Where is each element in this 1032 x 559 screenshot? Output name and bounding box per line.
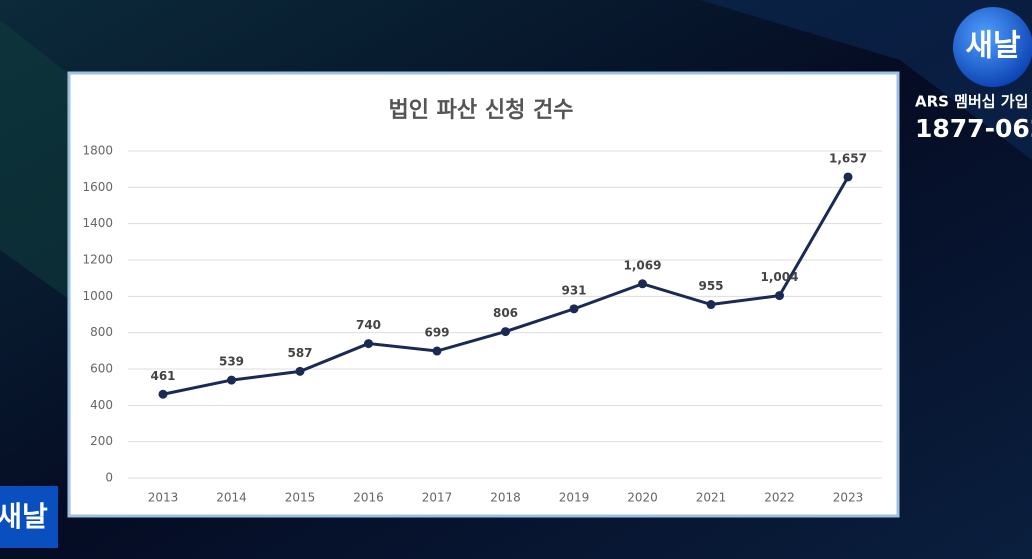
ars-text: ARS 멤버십 가입 [915,93,1028,111]
data-label: 587 [287,346,312,360]
x-tick-label: 2017 [422,491,453,505]
point [364,339,373,349]
point [227,375,236,385]
point [843,172,853,182]
data-label: 955 [698,279,723,293]
y-tick-label: 0 [105,471,113,485]
y-tick-label: 1000 [82,289,113,303]
data-label: 740 [356,318,381,332]
x-tick-label: 2013 [148,491,179,505]
plot: 0 200 400 600 800 1000 1200 1400 1600 1800 2013 201… [82,144,882,505]
data-label: 1,069 [624,258,662,272]
y-tick-label: 1800 [82,144,113,158]
x-tick-label: 2021 [696,491,727,505]
chart-panel [67,71,900,518]
data-label: 806 [493,306,518,320]
x-tick-label: 2020 [627,491,658,505]
point [706,300,716,310]
data-label: 1,657 [829,151,867,165]
point [638,279,647,289]
data-label: 539 [219,355,244,369]
x-tick-label: 2022 [764,491,795,505]
point [432,346,442,356]
y-tick-label: 1400 [82,216,113,230]
y-tick-label: 600 [90,362,113,376]
data-label: 699 [424,326,449,340]
point [569,304,579,314]
data-label: 1,004 [761,270,799,284]
x-tick-label: 2015 [285,491,316,505]
y-tick-label: 800 [90,325,113,339]
x-tick-label: 2018 [490,491,521,505]
logo-text: 새날 [0,500,48,533]
point [295,366,305,376]
x-tick-label: 2023 [833,491,864,505]
point [501,327,510,337]
point [158,389,168,399]
x-tick-label: 2016 [353,491,384,505]
y-tick-label: 400 [90,398,113,412]
data-label: 931 [561,283,586,297]
x-tick-label: 2019 [559,491,590,505]
point [775,291,784,301]
logo-text: 새날 [965,29,1021,64]
chart-title: 법인 파산 신청 건수 [389,98,574,123]
y-tick-label: 1200 [82,253,113,267]
decor [700,0,1032,160]
logo-top [953,7,1032,87]
data-label: 461 [150,369,175,383]
y-tick-label: 200 [90,434,113,448]
decor [0,20,70,300]
y-tick-label: 1600 [82,180,113,194]
logo-bottom [0,486,58,548]
x-tick-label: 2014 [216,491,247,505]
phone-number: 1877-0629 [915,114,1032,143]
